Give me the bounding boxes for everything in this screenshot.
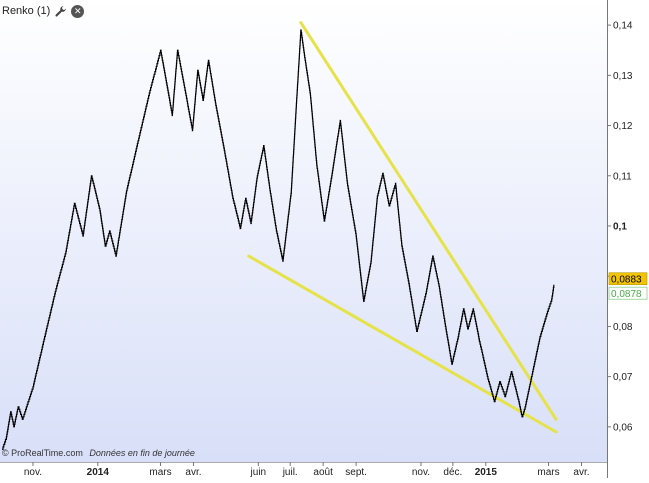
x-tick-label: sept. [345, 467, 367, 478]
price-label-text: 0,0883 [611, 275, 642, 286]
y-tick-label: 0,11 [613, 171, 632, 182]
x-tick-label: août [313, 467, 333, 478]
x-tick-label: déc. [443, 467, 462, 478]
price-label-text: 0,0878 [611, 289, 642, 300]
x-tick-label: juin [250, 467, 267, 478]
chart-header: Renko (1) ✕ [2, 3, 85, 19]
trendline-2 [247, 254, 558, 434]
trendline-1 [299, 21, 558, 421]
x-tick-label: nov. [412, 467, 430, 478]
y-tick-label: 0,08 [613, 322, 633, 333]
y-tick-label: 0,06 [613, 422, 633, 433]
y-tick-label: 0,14 [613, 21, 633, 32]
x-tick-label: 2014 [87, 467, 110, 478]
y-tick-label: 0,07 [613, 372, 633, 383]
plot-background [0, 0, 607, 462]
renko-series-line [2, 29, 555, 450]
data-note: Données en fin de journée [89, 448, 195, 458]
x-tick-label: 2015 [475, 467, 498, 478]
x-tick-label: mars [537, 467, 559, 478]
y-tick-label: 0,1 [613, 221, 627, 232]
series-layer [2, 29, 555, 450]
y-tick-label: 0,12 [613, 121, 633, 132]
x-tick-label: avr. [573, 467, 589, 478]
x-axis: nov. 2014 mars avr. juin juil. août sept. nov. dé… [24, 462, 590, 478]
source-credit: © ProRealTime.com [2, 448, 83, 458]
y-tick-label: 0,13 [613, 71, 633, 82]
price-axis-background [607, 0, 649, 478]
trendline-layer [247, 21, 558, 434]
chart-title: Renko (1) [2, 5, 51, 17]
wrench-icon[interactable] [54, 5, 67, 18]
time-axis-background [0, 462, 607, 478]
chart-footer: © ProRealTime.com Données en fin de jour… [2, 448, 195, 458]
x-tick-label: juil. [282, 467, 298, 478]
x-tick-label: nov. [24, 467, 42, 478]
price-label-1: 0,0883 [608, 272, 648, 286]
x-tick-label: avr. [185, 467, 201, 478]
x-tick-label: mars [149, 467, 171, 478]
close-icon[interactable]: ✕ [71, 4, 85, 18]
price-labels: 0,0883 0,0878 [608, 272, 648, 300]
price-label-2: 0,0878 [608, 286, 648, 300]
